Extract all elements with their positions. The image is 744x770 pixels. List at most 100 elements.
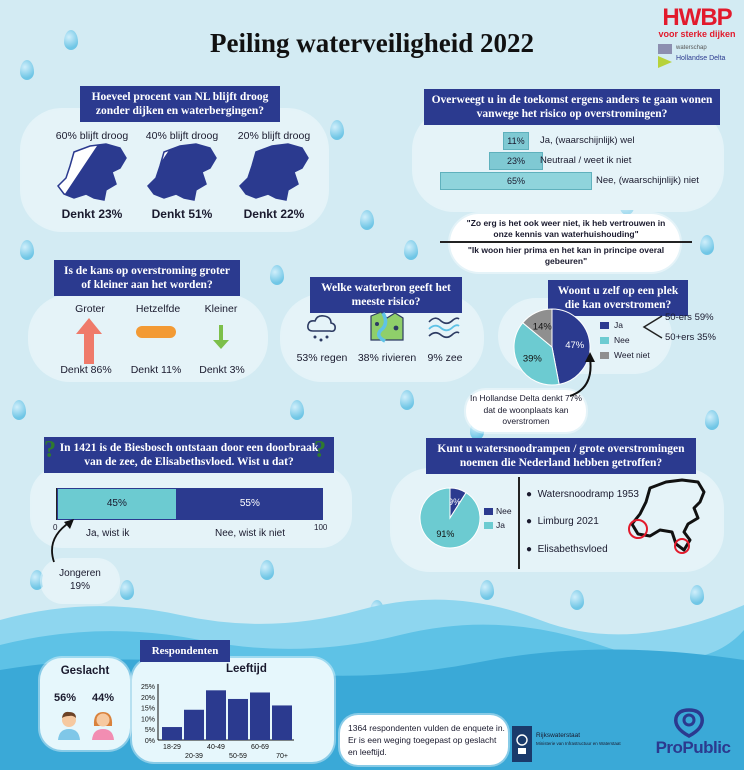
q6-callout-2: 19% <box>69 581 90 592</box>
equal-bar-icon <box>136 326 176 338</box>
q3-label-hetzelfde: Hetzelfde <box>135 303 181 315</box>
gender-female: 44% <box>92 692 115 704</box>
netherlands-map-icon <box>239 143 309 201</box>
q2-row-bar: 65% <box>440 172 592 190</box>
q7-event-2: ● Limburg 2021 <box>526 516 599 527</box>
respondents-heading: Respondenten <box>140 640 230 662</box>
q3-label-groter: Groter <box>75 303 105 315</box>
y-tick-label: 20% <box>141 695 155 702</box>
rijkswaterstaat-name: Rijkswaterstaat <box>536 732 581 739</box>
male-avatar-icon <box>58 711 80 740</box>
q2-quote-1: "Zo erg is het ook weer niet, ik heb ver… <box>466 218 666 239</box>
up-arrow-icon <box>76 318 102 364</box>
q3-result-groter: Denkt 86% <box>60 364 112 376</box>
q5-legend-swatch-nee <box>600 337 609 344</box>
q5-heading: Woont u zelf op een plek die kan overstr… <box>548 280 688 316</box>
q6-callout-1: Jongeren <box>59 568 101 579</box>
q4-label-rivieren: 38% rivieren <box>357 352 417 364</box>
q5-legend-nee: Nee <box>614 335 630 345</box>
q7-legend-nee: Nee <box>496 506 512 516</box>
propublic-text: ProPublic <box>655 738 731 757</box>
q4-heading: Welke waterbron geeft het meeste risico? <box>310 277 462 313</box>
q6-axis-start: 0 <box>53 523 58 532</box>
respondents-note: 1364 respondenten vulden de enquete in. … <box>348 723 505 757</box>
q1-option-label: 20% blijft droog <box>237 130 311 142</box>
age-bar <box>250 692 270 740</box>
hwbp-logo-text: HWBP <box>662 4 732 31</box>
q7-legend-ja: Ja <box>496 520 505 530</box>
pie-slice-ja <box>419 487 481 549</box>
q3-heading: Is de kans op overstroming groter of kle… <box>54 260 240 296</box>
pie-slice-nee <box>513 322 560 386</box>
q6-bar-ja <box>57 488 177 520</box>
q6-heading: In 1421 is de Biesbosch ontstaan door ee… <box>44 437 334 473</box>
q7-heading: Kunt u watersnoodrampen / grote overstro… <box>426 438 696 474</box>
age-bar <box>162 727 182 740</box>
pie-slice-ja <box>551 308 591 385</box>
q5-legend-ja: Ja <box>614 320 623 330</box>
pie-label: 47% <box>565 340 585 351</box>
q5-legend-swatch-weetniet <box>600 352 609 359</box>
q6-qmark-left: ? <box>44 437 56 463</box>
q5-legend-swatch-ja <box>600 322 609 329</box>
rijkswaterstaat-emblem-icon <box>512 726 532 762</box>
q2-row-label: Neutraal / weet ik niet <box>540 155 632 166</box>
q6-bar-nee-text: 55% <box>239 498 260 509</box>
q6-bar-nee <box>176 488 323 520</box>
q6-nee-label: Nee, wist ik niet <box>215 528 286 539</box>
y-tick-label: 15% <box>141 706 155 713</box>
q2-row-label: Nee, (waarschijnlijk) niet <box>596 175 699 186</box>
age-bar <box>228 698 248 740</box>
q2-row-label: Ja, (waarschijnlijk) wel <box>540 135 635 146</box>
waterschap-logo-arrow-icon <box>658 56 672 68</box>
pie-label: 91% <box>436 529 454 539</box>
q3-result-hetzelfde: Denkt 11% <box>130 364 182 376</box>
pie-label: 14% <box>533 321 553 332</box>
rain-cloud-icon <box>307 315 336 342</box>
q7-event-1: ● Watersnoodramp 1953 <box>526 489 639 500</box>
respondents-note-panel <box>340 715 508 765</box>
x-tick-label: 18-29 <box>163 744 181 751</box>
y-tick-label: 0% <box>145 738 155 745</box>
q5-callout: In Hollandse Delta denkt 77% dat de woon… <box>470 393 582 426</box>
netherlands-map-icon <box>57 143 127 201</box>
q2-quotes-panel <box>450 214 680 272</box>
waterschap-logo-small: waterschap <box>676 45 707 51</box>
q4-label-regen: 53% regen <box>296 352 348 364</box>
y-tick-label: 5% <box>145 727 155 734</box>
pie-slice-weet-niet <box>522 308 553 349</box>
q6-bar-ja-text: 45% <box>106 498 127 509</box>
netherlands-map-outline-icon <box>628 478 706 554</box>
q1-option-result: Denkt 22% <box>243 207 305 221</box>
q6-ja-label: Ja, wist ik <box>86 528 130 539</box>
q5-brace <box>642 315 663 339</box>
y-tick-label: 10% <box>141 716 155 723</box>
q6-axis-end: 100 <box>314 523 328 532</box>
netherlands-map-icon <box>147 143 217 201</box>
q2-row-bar: 23% <box>489 152 543 170</box>
q3-result-kleiner: Denkt 3% <box>199 364 245 376</box>
gender-panel <box>40 658 130 750</box>
q1-option-label: 40% blijft droog <box>145 130 219 142</box>
q2-quote-2: "Ik woon hier prima en het kan in princi… <box>467 245 665 266</box>
q1-option-result: Denkt 51% <box>151 207 213 221</box>
q4-label-zee: 9% zee <box>427 352 463 364</box>
page-title: Peiling waterveiligheid 2022 <box>210 28 534 58</box>
q2-quote-divider <box>440 241 692 243</box>
hwbp-logo: HWBP voor sterke dijken <box>652 4 742 39</box>
age-bar <box>206 690 226 740</box>
q6-qmark-right: ? <box>314 437 326 463</box>
propublic-logo: ProPublic <box>648 708 738 766</box>
x-tick-label: 40-49 <box>207 744 225 751</box>
q2-row-bar: 11% <box>503 132 529 150</box>
q6-callout-panel <box>42 560 118 602</box>
q7-event-3: ● Elisabethsvloed <box>526 544 608 555</box>
x-tick-label: 70+ <box>276 753 288 760</box>
age-bar-chart: 0% 5% 10% 15% 20% 25% 18-29 20-39 40-49 50-59 60-6… <box>141 684 294 760</box>
q5-pie-chart: 47% 39% 14% <box>513 308 591 386</box>
waterschap-logo: waterschap Hollandse Delta <box>658 44 744 68</box>
q5-age-2: 50+ers 35% <box>665 332 716 343</box>
x-tick-label: 50-59 <box>229 753 247 760</box>
pie-label: 9% <box>448 497 461 507</box>
q5-legend-weetniet: Weet niet <box>614 350 650 360</box>
